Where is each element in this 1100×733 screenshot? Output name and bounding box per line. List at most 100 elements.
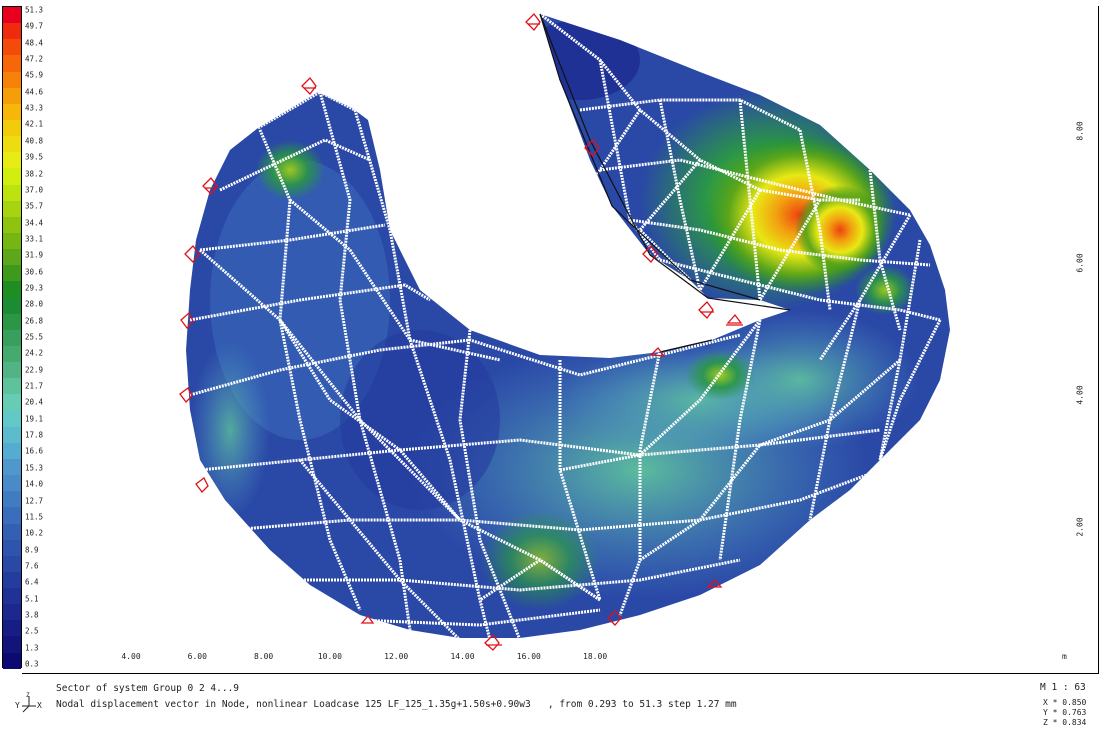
legend-swatch <box>3 87 21 104</box>
legend-label: 42.1 <box>25 119 44 129</box>
legend-label: 38.2 <box>25 169 44 178</box>
legend-swatch <box>3 652 21 669</box>
legend-swatch <box>3 136 21 153</box>
legend-label: 35.7 <box>25 201 44 211</box>
legend-swatch <box>3 71 21 88</box>
legend-label: 3.8 <box>25 610 39 620</box>
legend-swatch <box>3 362 21 379</box>
axis-triad-icon: Z Y X <box>15 692 42 713</box>
legend-label: 16.6 <box>25 446 44 456</box>
legend-swatch <box>3 119 21 137</box>
legend-swatch <box>3 636 21 653</box>
x-tick-label: 12.00 <box>384 652 409 661</box>
legend-swatch <box>3 458 21 476</box>
legend-swatch <box>3 345 21 363</box>
legend-label: 26.8 <box>25 316 44 326</box>
plot-frame <box>22 6 1099 674</box>
legend-swatch <box>3 265 21 282</box>
z-scale-factor: Z * 0.834 <box>1043 718 1087 727</box>
legend-label: 19.1 <box>25 414 44 424</box>
legend-swatch <box>3 426 21 443</box>
x-scale-factor: X * 0.850 <box>1043 698 1087 707</box>
legend-label: 14.0 <box>25 479 44 489</box>
legend-swatch <box>3 249 21 266</box>
footer-loadcase-line: Nodal displacement vector in Node, nonli… <box>56 699 737 710</box>
legend-swatch <box>3 604 21 621</box>
x-tick-label: 6.00 <box>187 652 207 661</box>
legend-swatch <box>3 297 21 314</box>
legend-label: 33.1 <box>25 234 44 244</box>
legend-label: 29.3 <box>25 283 44 293</box>
legend-swatch <box>3 55 21 72</box>
y-tick-label: 6.00 <box>1075 253 1085 273</box>
y-tick-label: 8.00 <box>1075 121 1085 141</box>
legend-label: 47.2 <box>25 54 44 64</box>
mesh-lines <box>189 14 942 638</box>
legend-label: 1.3 <box>25 643 39 653</box>
legend-swatch <box>3 588 21 605</box>
legend-label: 25.5 <box>25 332 44 342</box>
legend-label: 20.4 <box>25 397 44 407</box>
legend-label: 24.2 <box>25 348 44 358</box>
legend-label: 10.2 <box>25 528 44 538</box>
legend-swatch <box>3 475 21 492</box>
legend-label: 22.9 <box>25 365 44 375</box>
legend-swatch <box>3 555 21 572</box>
legend-label: 51.3 <box>25 5 44 15</box>
legend-swatch <box>3 7 21 24</box>
legend-swatch <box>3 168 21 185</box>
legend-label: 31.9 <box>25 250 44 260</box>
legend-label: 48.4 <box>25 38 44 48</box>
legend-label: 5.1 <box>25 594 39 604</box>
y-scale-factor: Y * 0.763 <box>1043 708 1087 717</box>
legend-swatch <box>3 329 21 346</box>
legend-swatch <box>3 571 21 589</box>
legend-swatch <box>3 410 21 427</box>
legend-label: 17.8 <box>25 430 44 440</box>
legend-label: 8.9 <box>25 545 39 555</box>
legend-label: 39.5 <box>25 152 44 162</box>
legend-label: 15.3 <box>25 463 44 473</box>
legend-label: 2.5 <box>25 626 39 636</box>
legend-swatch <box>3 39 21 56</box>
legend-label: 37.0 <box>25 185 44 195</box>
legend-swatch <box>3 103 21 120</box>
legend-swatch <box>3 184 21 201</box>
legend-label: 44.6 <box>25 87 44 97</box>
legend-swatch <box>3 539 21 556</box>
legend-swatch <box>3 281 21 298</box>
x-axis-unit: m <box>1062 652 1067 661</box>
color-legend-labels: 51.3 49.7 48.4 47.2 45.9 44.6 43.3 42.1 40.8 39.5… <box>23 5 53 669</box>
legend-swatch <box>3 200 21 217</box>
legend-swatch <box>3 216 21 233</box>
legend-label: 28.0 <box>25 299 44 309</box>
legend-swatch <box>3 442 21 459</box>
shell-edge-lines <box>539 13 791 353</box>
svg-text:Z: Z <box>26 692 30 699</box>
legend-label: 7.6 <box>25 561 39 571</box>
legend-label: 43.3 <box>25 103 44 113</box>
legend-swatch <box>3 507 21 524</box>
x-tick-label: 18.00 <box>583 652 608 661</box>
x-tick-label: 10.00 <box>317 652 342 661</box>
legend-swatch <box>3 152 21 169</box>
y-tick-label: 2.00 <box>1075 517 1085 537</box>
legend-label: 45.9 <box>25 70 44 80</box>
svg-text:Y: Y <box>15 701 20 710</box>
legend-label: 30.6 <box>25 267 44 277</box>
legend-label: 40.8 <box>25 136 44 146</box>
shell-surface <box>186 14 950 638</box>
legend-swatch <box>3 523 21 540</box>
legend-label: 34.4 <box>25 218 44 228</box>
legend-label: 49.7 <box>25 21 44 31</box>
legend-swatch <box>3 23 21 40</box>
legend-label: 12.7 <box>25 496 44 505</box>
legend-label: 0.3 <box>25 659 39 669</box>
color-legend-bar <box>2 6 22 669</box>
legend-swatch <box>3 394 21 411</box>
legend-swatch <box>3 313 21 330</box>
x-tick-label: 14.00 <box>450 652 475 661</box>
legend-label: 6.4 <box>25 577 39 587</box>
legend-label: 11.5 <box>25 512 44 522</box>
legend-swatch <box>3 620 21 637</box>
